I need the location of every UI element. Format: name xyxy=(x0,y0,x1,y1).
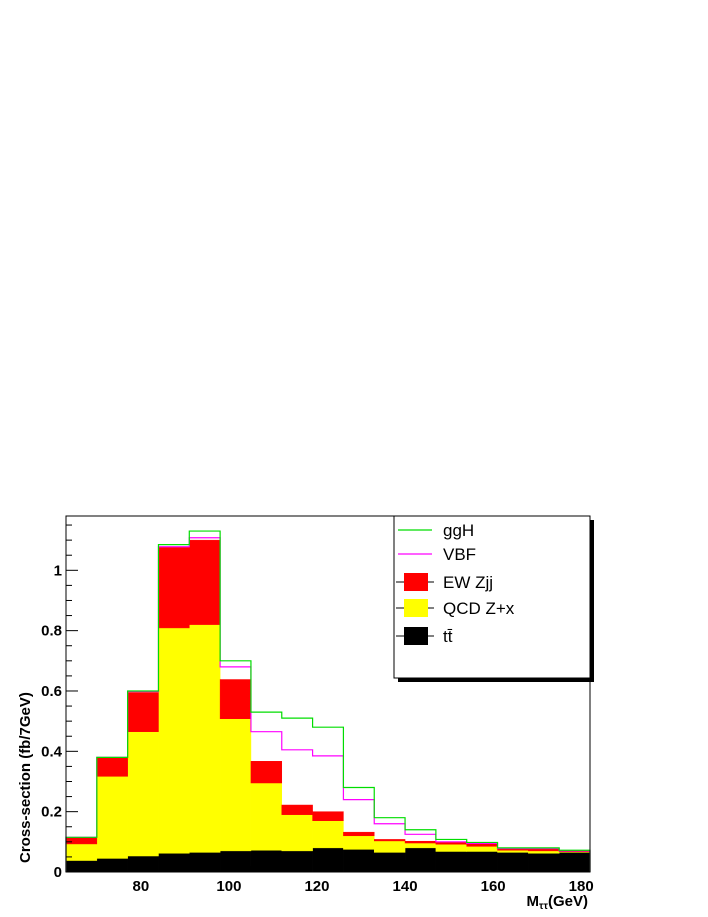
bar-qcd-z-x-15 xyxy=(528,850,560,854)
bar-t-t--7 xyxy=(281,850,313,873)
y-tick-label: 1 xyxy=(54,562,62,579)
bar-ew-zjj-12 xyxy=(435,842,467,845)
bar-qcd-z-x-0 xyxy=(65,843,98,861)
plot-frame xyxy=(65,515,591,873)
bar-t-t--15 xyxy=(528,853,560,873)
bar-t-t--2 xyxy=(127,855,159,873)
bar-t-t--11 xyxy=(404,847,437,873)
bar-t-t--6 xyxy=(250,850,283,873)
x-axis-title: Mττ(GeV) xyxy=(527,893,588,912)
y-tick-label: 0.4 xyxy=(41,743,63,760)
signal-lines xyxy=(65,530,591,872)
x-tick-label: 140 xyxy=(393,878,418,895)
x-tick-label: 120 xyxy=(304,878,329,895)
bar-t-t--9 xyxy=(343,849,375,873)
legend-box-swatch xyxy=(404,627,428,645)
x-tick-label: 80 xyxy=(133,878,150,895)
bar-qcd-z-x-8 xyxy=(312,820,344,849)
bar-t-t--5 xyxy=(219,850,252,873)
bar-qcd-z-x-6 xyxy=(250,782,283,851)
bar-ew-zjj-2 xyxy=(127,692,159,732)
legend-label: QCD Z+x xyxy=(443,599,515,618)
bar-ew-zjj-6 xyxy=(250,761,283,784)
y-tick-label: 0 xyxy=(54,864,62,881)
y-tick-label: 0.6 xyxy=(41,683,62,700)
bar-qcd-z-x-12 xyxy=(435,843,467,852)
bar-ew-zjj-4 xyxy=(189,539,221,625)
bar-t-t--0 xyxy=(65,860,98,873)
legend-label: tt̄ xyxy=(443,627,453,646)
bar-ew-zjj-5 xyxy=(219,679,252,719)
bar-ew-zjj-0 xyxy=(65,837,98,845)
legend-label: ggH xyxy=(443,521,474,540)
x-axis-title-subscript: ττ xyxy=(539,901,548,912)
bar-qcd-z-x-13 xyxy=(466,846,498,852)
bar-t-t--10 xyxy=(373,852,406,873)
y-tick-label: 0.8 xyxy=(41,623,62,640)
bar-ew-zjj-7 xyxy=(281,804,313,815)
bar-t-t--4 xyxy=(189,852,221,873)
bar-ew-zjj-9 xyxy=(343,831,375,837)
bar-qcd-z-x-2 xyxy=(127,731,159,857)
bar-t-t--1 xyxy=(96,858,128,873)
x-axis-title-unit: (GeV) xyxy=(548,893,588,910)
bar-qcd-z-x-10 xyxy=(373,840,406,853)
legend-frame xyxy=(393,515,591,679)
line-ggh xyxy=(65,530,591,872)
x-axis-title-main: M xyxy=(527,893,540,910)
bar-qcd-z-x-4 xyxy=(189,624,221,853)
bar-t-t--14 xyxy=(497,852,529,873)
bar-qcd-z-x-11 xyxy=(404,842,437,849)
bar-ew-zjj-11 xyxy=(404,840,437,844)
bar-ew-zjj-3 xyxy=(158,547,190,629)
x-tick-label: 160 xyxy=(481,878,506,895)
legend-label: EW Zjj xyxy=(443,573,493,592)
legend: ggH VBF EW Zjj QCD Z+x tt̄ xyxy=(393,515,594,682)
bar-qcd-z-x-7 xyxy=(281,814,313,852)
legend-box-swatch xyxy=(404,573,428,591)
legend-box-swatch xyxy=(404,599,428,617)
stacked-bars xyxy=(65,539,591,873)
y-axis-ticks: 0 0.2 0.4 0.6 0.8 1 xyxy=(41,524,78,881)
bar-qcd-z-x-9 xyxy=(343,835,375,850)
bar-t-t--12 xyxy=(435,851,467,873)
bar-ew-zjj-13 xyxy=(466,843,498,847)
bar-qcd-z-x-1 xyxy=(96,776,128,859)
bar-ew-zjj-10 xyxy=(373,839,406,842)
x-axis-ticks: 80 100 120 140 160 180 xyxy=(74,860,594,895)
y-tick-label: 0.2 xyxy=(41,804,62,821)
y-axis-title: Cross-section (fb/7GeV) xyxy=(17,692,34,863)
legend-label: VBF xyxy=(443,545,476,564)
bar-qcd-z-x-3 xyxy=(158,627,190,854)
bar-qcd-z-x-14 xyxy=(497,850,529,853)
bar-ew-zjj-8 xyxy=(312,811,344,821)
x-tick-label: 100 xyxy=(216,878,241,895)
bar-ew-zjj-1 xyxy=(96,757,128,777)
bar-t-t--16 xyxy=(558,852,591,873)
x-tick-label: 180 xyxy=(569,878,594,895)
bar-qcd-z-x-5 xyxy=(219,718,252,852)
bar-t-t--8 xyxy=(312,847,344,873)
